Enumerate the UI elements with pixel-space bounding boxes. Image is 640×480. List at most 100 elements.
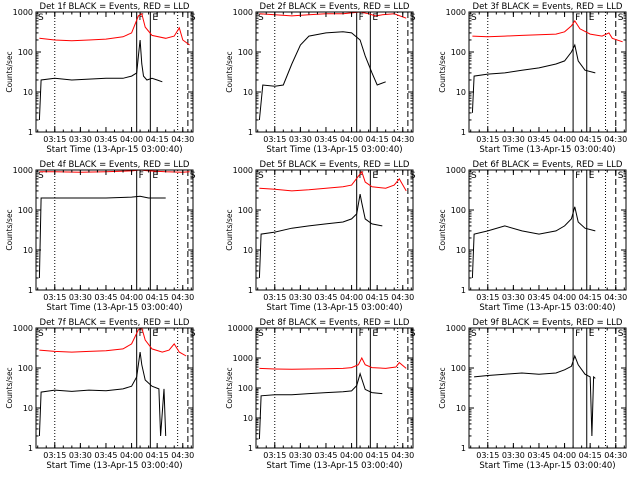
- x-tick-label: 03:45: [94, 451, 117, 460]
- y-tick-label: 1000: [233, 354, 253, 363]
- marker-label: E: [589, 13, 595, 23]
- y-tick-label: 10: [243, 246, 253, 255]
- y-tick-label: 1000: [446, 324, 466, 333]
- y-tick-label: 10: [23, 404, 33, 413]
- y-tick-label: 1: [28, 444, 33, 453]
- x-axis-label: Start Time (13-Apr-15 03:00:40): [479, 461, 615, 471]
- y-tick-label: 10: [456, 88, 466, 97]
- x-tick-label: 03:45: [314, 451, 337, 460]
- y-tick-label: 1000: [13, 166, 33, 175]
- plot-frame: [468, 169, 627, 291]
- x-axis-label: Start Time (13-Apr-15 03:00:40): [266, 145, 402, 155]
- y-tick-label: 1000: [446, 166, 466, 175]
- series-line-events: [258, 194, 383, 279]
- plot-frame: [35, 11, 194, 133]
- marker-label: F: [139, 329, 144, 339]
- plot-frame: [35, 169, 194, 291]
- series-line-lld: [39, 13, 190, 46]
- plot-frame: [468, 11, 627, 133]
- marker-label: S: [258, 171, 264, 181]
- marker-label: S: [38, 13, 44, 23]
- series-line-lld: [259, 170, 407, 192]
- series-line-events: [38, 195, 166, 279]
- plot-frame: [255, 169, 414, 291]
- x-tick-label: 04:00: [340, 451, 363, 460]
- series-line-events: [38, 39, 163, 121]
- marker-label: E: [589, 329, 595, 339]
- x-tick-label: 03:45: [94, 293, 117, 302]
- x-tick-label: 04:30: [171, 135, 194, 144]
- y-tick-label: 1: [461, 286, 466, 295]
- x-tick-label: 03:45: [314, 135, 337, 144]
- x-tick-label: 04:15: [579, 451, 602, 460]
- x-tick-label: 03:30: [502, 451, 525, 460]
- series-line-events: [38, 352, 167, 437]
- y-axis-label: Counts/sec: [225, 367, 234, 408]
- x-axis-label: Start Time (13-Apr-15 03:00:40): [46, 145, 182, 155]
- y-tick-label: 100: [238, 48, 253, 57]
- y-tick-label: 100: [18, 48, 33, 57]
- x-tick-label: 03:45: [314, 293, 337, 302]
- x-tick-label: 04:00: [120, 135, 143, 144]
- x-tick-label: 03:30: [289, 293, 312, 302]
- y-axis-label: Counts/sec: [438, 367, 447, 408]
- x-tick-label: 03:30: [502, 135, 525, 144]
- x-tick-label: 04:00: [553, 135, 576, 144]
- series-line-events: [471, 206, 596, 279]
- y-tick-label: 1000: [13, 324, 33, 333]
- y-tick-label: 10: [23, 88, 33, 97]
- x-tick-label: 04:00: [120, 293, 143, 302]
- marker-label: E: [152, 13, 158, 23]
- series-line-lld: [39, 327, 187, 357]
- x-axis-label: Start Time (13-Apr-15 03:00:40): [46, 303, 182, 313]
- y-axis-label: Counts/sec: [5, 209, 14, 250]
- y-tick-label: 100: [238, 384, 253, 393]
- panel-title: Det 1f BLACK = Events, RED = LLD: [40, 2, 190, 12]
- y-axis-label: Counts/sec: [225, 51, 234, 92]
- y-tick-label: 1: [248, 128, 253, 137]
- x-tick-label: 03:15: [476, 451, 499, 460]
- x-tick-label: 03:15: [263, 451, 286, 460]
- marker-label: S: [471, 13, 477, 23]
- plot-frame: [468, 327, 627, 449]
- y-tick-label: 1000: [446, 8, 466, 17]
- marker-label: S: [618, 171, 624, 181]
- x-tick-label: 04:15: [366, 451, 389, 460]
- y-tick-label: 10: [456, 246, 466, 255]
- series-line-events: [471, 43, 596, 113]
- plot-frame: [255, 327, 414, 449]
- marker-label: S: [38, 329, 44, 339]
- x-tick-label: 04:30: [391, 451, 414, 460]
- x-tick-label: 03:15: [43, 451, 66, 460]
- panel-title: Det 4f BLACK = Events, RED = LLD: [40, 160, 190, 170]
- x-tick-label: 03:15: [263, 293, 286, 302]
- marker-label: S: [471, 329, 477, 339]
- y-tick-label: 100: [18, 206, 33, 215]
- marker-label: F: [139, 171, 144, 181]
- marker-label: F: [575, 13, 580, 23]
- y-tick-label: 100: [451, 206, 466, 215]
- x-tick-label: 03:30: [289, 451, 312, 460]
- x-tick-label: 03:15: [476, 293, 499, 302]
- y-tick-label: 1: [461, 128, 466, 137]
- x-tick-label: 04:00: [340, 135, 363, 144]
- y-tick-label: 10: [243, 88, 253, 97]
- x-tick-label: 04:30: [604, 451, 627, 460]
- marker-label: S: [618, 13, 624, 23]
- y-axis-label: Counts/sec: [438, 51, 447, 92]
- series-line-events: [258, 371, 383, 440]
- marker-label: S: [618, 329, 624, 339]
- plot-frame: [255, 11, 414, 133]
- y-axis-label: Counts/sec: [5, 51, 14, 92]
- y-axis-label: Counts/sec: [5, 367, 14, 408]
- x-tick-label: 03:30: [289, 135, 312, 144]
